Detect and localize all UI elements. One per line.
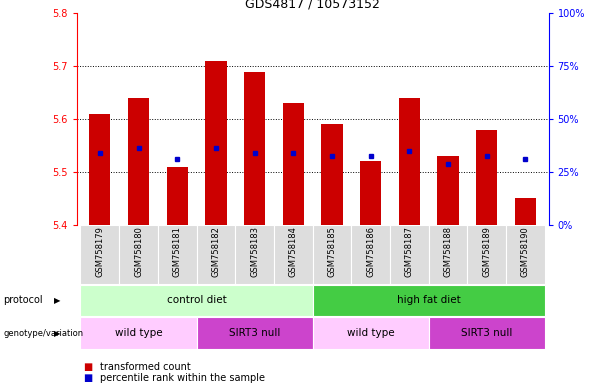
Text: SIRT3 null: SIRT3 null <box>229 328 280 338</box>
Text: SIRT3 null: SIRT3 null <box>461 328 512 338</box>
Text: GSM758187: GSM758187 <box>405 227 414 277</box>
Text: ▶: ▶ <box>54 329 61 338</box>
Bar <box>158 225 197 284</box>
Bar <box>506 225 545 284</box>
Bar <box>167 167 188 225</box>
Bar <box>313 318 428 349</box>
Bar <box>244 71 265 225</box>
Bar <box>428 225 467 284</box>
Text: GSM758182: GSM758182 <box>211 227 221 277</box>
Text: GSM758185: GSM758185 <box>327 227 337 277</box>
Text: GSM758186: GSM758186 <box>366 227 375 277</box>
Bar <box>428 318 545 349</box>
Bar <box>205 61 227 225</box>
Bar <box>119 225 158 284</box>
Bar <box>313 225 351 284</box>
Text: percentile rank within the sample: percentile rank within the sample <box>100 373 265 383</box>
Text: wild type: wild type <box>347 328 395 338</box>
Text: ▶: ▶ <box>54 296 61 305</box>
Bar <box>515 198 536 225</box>
Bar <box>274 225 313 284</box>
Text: wild type: wild type <box>115 328 162 338</box>
Bar <box>89 114 110 225</box>
Text: GSM758188: GSM758188 <box>444 227 452 277</box>
Bar <box>321 124 343 225</box>
Bar <box>360 161 381 225</box>
Text: GSM758179: GSM758179 <box>96 227 104 277</box>
Text: GSM758190: GSM758190 <box>521 227 530 277</box>
Bar <box>398 98 420 225</box>
Text: protocol: protocol <box>3 295 43 306</box>
Bar <box>128 98 149 225</box>
Bar <box>235 225 274 284</box>
Text: ■: ■ <box>83 373 92 383</box>
Bar <box>80 225 119 284</box>
Bar <box>467 225 506 284</box>
Bar <box>313 285 545 316</box>
Title: GDS4817 / 10573152: GDS4817 / 10573152 <box>245 0 380 11</box>
Text: transformed count: transformed count <box>100 362 191 372</box>
Text: GSM758189: GSM758189 <box>482 227 491 277</box>
Text: GSM758181: GSM758181 <box>173 227 181 277</box>
Bar <box>438 156 459 225</box>
Bar <box>390 225 428 284</box>
Bar <box>476 129 497 225</box>
Text: GSM758183: GSM758183 <box>250 227 259 277</box>
Bar <box>80 318 197 349</box>
Text: control diet: control diet <box>167 295 226 306</box>
Bar <box>197 225 235 284</box>
Text: GSM758184: GSM758184 <box>289 227 298 277</box>
Text: ■: ■ <box>83 362 92 372</box>
Bar <box>351 225 390 284</box>
Bar <box>80 285 313 316</box>
Bar <box>283 103 304 225</box>
Text: high fat diet: high fat diet <box>397 295 460 306</box>
Bar <box>197 318 313 349</box>
Text: GSM758180: GSM758180 <box>134 227 143 277</box>
Text: genotype/variation: genotype/variation <box>3 329 83 338</box>
